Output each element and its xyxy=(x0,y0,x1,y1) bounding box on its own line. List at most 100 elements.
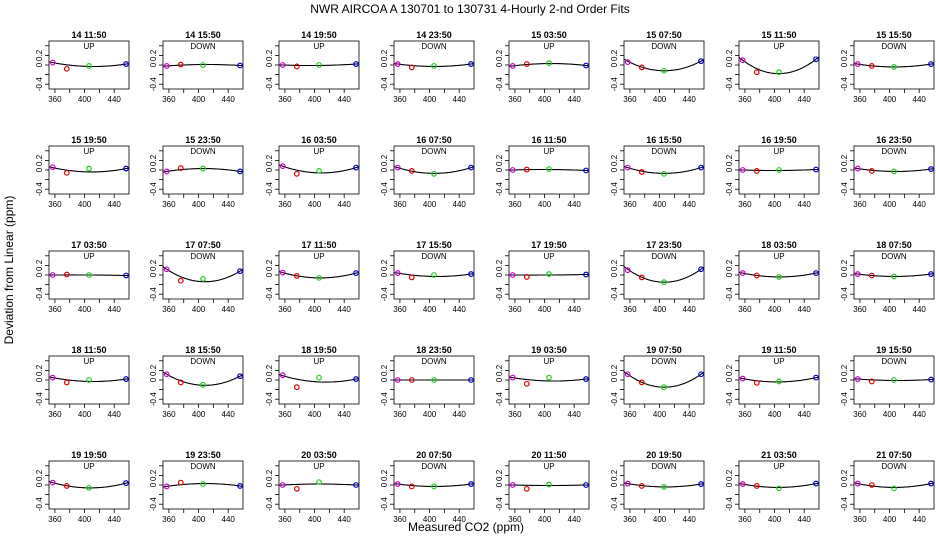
x-tick-label: 440 xyxy=(913,515,927,524)
y-tick-label: -0.4 xyxy=(610,287,619,301)
y-tick-label: 0.2 xyxy=(610,154,619,166)
x-tick-label: 440 xyxy=(108,410,122,419)
x-tick-label: 360 xyxy=(278,95,292,104)
data-point xyxy=(408,377,415,383)
data-point xyxy=(661,484,667,490)
y-tick-label: -0.4 xyxy=(380,392,389,406)
data-point xyxy=(86,272,92,278)
panel-direction-label: UP xyxy=(313,252,324,261)
panel-direction-label: DOWN xyxy=(421,252,447,261)
y-tick-label: 0.2 xyxy=(725,469,734,481)
y-tick-label: 0 xyxy=(610,482,619,487)
y-tick-label: 0 xyxy=(725,167,734,172)
x-tick-label: 440 xyxy=(338,305,352,314)
x-tick-label: 400 xyxy=(78,200,92,209)
data-point xyxy=(163,168,170,175)
panel-direction-label: DOWN xyxy=(421,42,447,51)
data-point xyxy=(468,271,474,277)
x-tick-label: 400 xyxy=(308,305,322,314)
x-tick-label: 440 xyxy=(683,410,697,419)
data-point xyxy=(813,56,819,63)
data-point xyxy=(353,482,359,488)
data-point xyxy=(523,274,530,280)
y-tick-label: 0 xyxy=(840,377,849,382)
panel-time-label: 14 15:50 xyxy=(185,30,221,40)
y-tick-label: 0 xyxy=(149,167,158,172)
fit-curve xyxy=(509,168,589,172)
data-point xyxy=(49,374,56,381)
y-tick-label: 0.2 xyxy=(725,49,734,61)
y-tick-label: 0 xyxy=(495,482,504,487)
fit-curve xyxy=(162,371,244,386)
x-tick-label: 360 xyxy=(738,410,752,419)
fit-curve xyxy=(853,272,935,277)
panel: 20 19:50 DOWN -0.4 00.2 360 400 440 xyxy=(610,450,705,524)
data-point xyxy=(353,270,359,276)
y-tick-label: -0.4 xyxy=(149,287,158,301)
y-tick-label: 0.2 xyxy=(35,259,44,271)
data-point xyxy=(316,374,322,381)
data-point xyxy=(293,485,300,492)
y-tick-label: 0.2 xyxy=(495,469,504,481)
panel: 19 19:50 UP -0.4 00.2 360 400 440 xyxy=(35,450,130,524)
panel-direction-label: UP xyxy=(543,252,554,261)
data-point xyxy=(583,271,589,278)
x-tick-label: 400 xyxy=(538,200,552,209)
fit-curve xyxy=(853,167,935,172)
panel-time-label: 14 19:50 xyxy=(301,30,337,40)
y-tick-label: 0 xyxy=(265,167,274,172)
data-point xyxy=(928,480,934,487)
y-tick-label: 0.2 xyxy=(495,364,504,376)
x-tick-label: 360 xyxy=(738,515,752,524)
y-tick-label: -0.4 xyxy=(35,392,44,406)
data-point xyxy=(63,483,70,489)
y-tick-label: -0.4 xyxy=(265,182,274,196)
y-tick-label: -0.4 xyxy=(610,182,619,196)
y-tick-label: 0 xyxy=(380,482,389,487)
fit-curve xyxy=(623,58,705,72)
y-tick-label: -0.4 xyxy=(495,182,504,196)
x-tick-label: 360 xyxy=(508,95,522,104)
y-tick-label: -0.4 xyxy=(149,182,158,196)
panel-time-label: 18 23:50 xyxy=(416,345,452,355)
x-tick-label: 440 xyxy=(798,200,812,209)
x-tick-label: 360 xyxy=(278,515,292,524)
data-point xyxy=(546,481,552,488)
y-tick-label: 0 xyxy=(725,482,734,487)
data-point xyxy=(891,377,897,383)
data-point xyxy=(353,61,359,67)
panel-direction-label: DOWN xyxy=(190,252,216,261)
data-point xyxy=(316,168,322,174)
data-point xyxy=(163,63,170,69)
fit-curve xyxy=(623,165,705,174)
panel-time-label: 19 23:50 xyxy=(185,450,221,460)
x-tick-label: 400 xyxy=(653,305,667,314)
y-tick-label: -0.4 xyxy=(725,497,734,511)
y-tick-label: 0 xyxy=(495,377,504,382)
data-point xyxy=(200,275,206,282)
data-point xyxy=(509,374,516,381)
x-tick-label: 440 xyxy=(568,95,582,104)
fit-curve xyxy=(393,165,475,174)
x-tick-label: 400 xyxy=(423,95,437,104)
y-tick-label: -0.4 xyxy=(840,77,849,91)
data-point xyxy=(293,63,300,70)
y-tick-label: 0 xyxy=(495,167,504,172)
fit-curve xyxy=(393,271,475,278)
data-point xyxy=(624,480,631,487)
x-tick-label: 360 xyxy=(623,200,637,209)
data-point xyxy=(163,266,170,273)
y-tick-label: -0.4 xyxy=(725,77,734,91)
y-tick-label: 0.2 xyxy=(495,49,504,61)
x-tick-label: 440 xyxy=(108,305,122,314)
data-point xyxy=(739,375,746,382)
data-point xyxy=(279,482,286,488)
data-point xyxy=(279,269,286,276)
data-point xyxy=(698,266,704,273)
data-point xyxy=(177,277,184,284)
data-point xyxy=(583,376,589,382)
x-tick-label: 400 xyxy=(538,515,552,524)
y-tick-label: 0.2 xyxy=(495,154,504,166)
x-tick-label: 440 xyxy=(568,410,582,419)
